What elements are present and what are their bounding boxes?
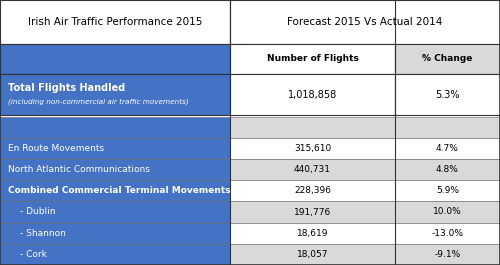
Text: 315,610: 315,610 [294,144,331,153]
Bar [395,180,500,201]
Bar [230,223,395,244]
Bar [230,0,500,44]
Text: -13.0%: -13.0% [432,229,464,238]
Text: 4.8%: 4.8% [436,165,459,174]
Bar [0,138,230,159]
Bar [230,159,395,180]
Text: Irish Air Traffic Performance 2015: Irish Air Traffic Performance 2015 [28,17,202,27]
Text: - Shannon: - Shannon [20,229,66,238]
Bar [395,159,500,180]
Text: North Atlantic Communications: North Atlantic Communications [8,165,150,174]
Bar [0,44,230,74]
Bar [395,244,500,265]
Text: 191,776: 191,776 [294,207,331,217]
Text: 228,396: 228,396 [294,186,331,195]
Text: 5.9%: 5.9% [436,186,459,195]
Bar [230,117,395,138]
Bar [395,138,500,159]
Text: En Route Movements: En Route Movements [8,144,104,153]
Bar [230,74,395,115]
Text: Number of Flights: Number of Flights [266,55,358,63]
Text: 18,057: 18,057 [297,250,328,259]
Text: 4.7%: 4.7% [436,144,459,153]
Bar [395,44,500,74]
Text: % Change: % Change [422,55,472,63]
Bar [0,117,230,138]
Text: 440,731: 440,731 [294,165,331,174]
Bar [230,180,395,201]
Bar [230,138,395,159]
Text: - Dublin: - Dublin [20,207,56,217]
Text: Combined Commercial Terminal Movements:: Combined Commercial Terminal Movements: [8,186,234,195]
Bar [395,201,500,223]
Bar [0,223,230,244]
Text: Forecast 2015 Vs Actual 2014: Forecast 2015 Vs Actual 2014 [288,17,442,27]
Bar [230,44,395,74]
Bar [0,180,230,201]
Text: (including non-commercial air traffic movements): (including non-commercial air traffic mo… [8,98,188,105]
Bar [230,201,395,223]
Bar [0,201,230,223]
Text: - Cork: - Cork [20,250,47,259]
Text: -9.1%: -9.1% [434,250,460,259]
Bar [230,244,395,265]
Text: 5.3%: 5.3% [435,90,460,100]
Text: Total Flights Handled: Total Flights Handled [8,83,125,93]
Bar [0,74,230,115]
Bar [0,244,230,265]
Text: 10.0%: 10.0% [433,207,462,217]
Text: 18,619: 18,619 [297,229,328,238]
Bar [0,159,230,180]
Text: 1,018,858: 1,018,858 [288,90,337,100]
Bar [395,74,500,115]
Bar [395,223,500,244]
Bar [395,117,500,138]
Bar [0,0,230,44]
